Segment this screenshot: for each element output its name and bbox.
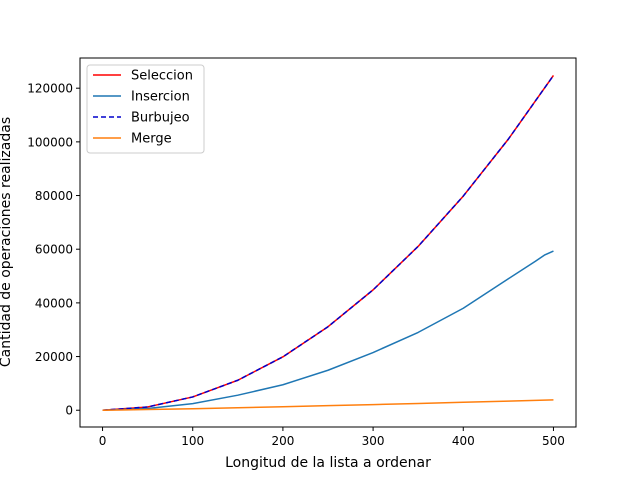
legend-label-merge: Merge <box>131 132 172 147</box>
x-tick-label: 200 <box>271 434 294 448</box>
y-tick-label: 120000 <box>27 82 73 96</box>
series-line-burbujeo <box>102 75 555 411</box>
legend-box <box>86 64 205 154</box>
x-tick-label: 500 <box>542 434 565 448</box>
x-axis-label: Longitud de la lista a ordenar <box>225 455 431 471</box>
series-line-merge <box>102 399 554 411</box>
plot-frame <box>79 57 577 428</box>
series-layer <box>102 75 555 411</box>
x-axis-ticks: 0 100 200 300 400 500 <box>99 427 565 448</box>
y-axis-ticks: 0 20000 40000 60000 80000 100000 120000 <box>27 82 80 418</box>
y-tick-label: 60000 <box>35 243 73 257</box>
x-tick-label: 300 <box>362 434 385 448</box>
y-tick-label: 80000 <box>35 189 73 203</box>
y-tick-label: 100000 <box>27 135 73 149</box>
x-tick-label: 400 <box>452 434 475 448</box>
y-tick-label: 40000 <box>35 296 73 310</box>
legend-label-insercion: Insercion <box>131 90 190 105</box>
series-line-insercion <box>102 250 554 411</box>
legend-label-burbujeo: Burbujeo <box>131 111 190 126</box>
x-tick-label: 100 <box>181 434 204 448</box>
legend-entries: Seleccion Insercion Burbujeo Merge <box>93 69 193 147</box>
legend: Seleccion Insercion Burbujeo Merge <box>86 64 205 154</box>
y-tick-label: 0 <box>65 404 73 418</box>
legend-label-seleccion: Seleccion <box>131 69 193 84</box>
x-tick-label: 0 <box>99 434 107 448</box>
y-tick-label: 20000 <box>35 350 73 364</box>
y-axis-label: Cantidad de operaciones realizadas <box>0 117 14 367</box>
